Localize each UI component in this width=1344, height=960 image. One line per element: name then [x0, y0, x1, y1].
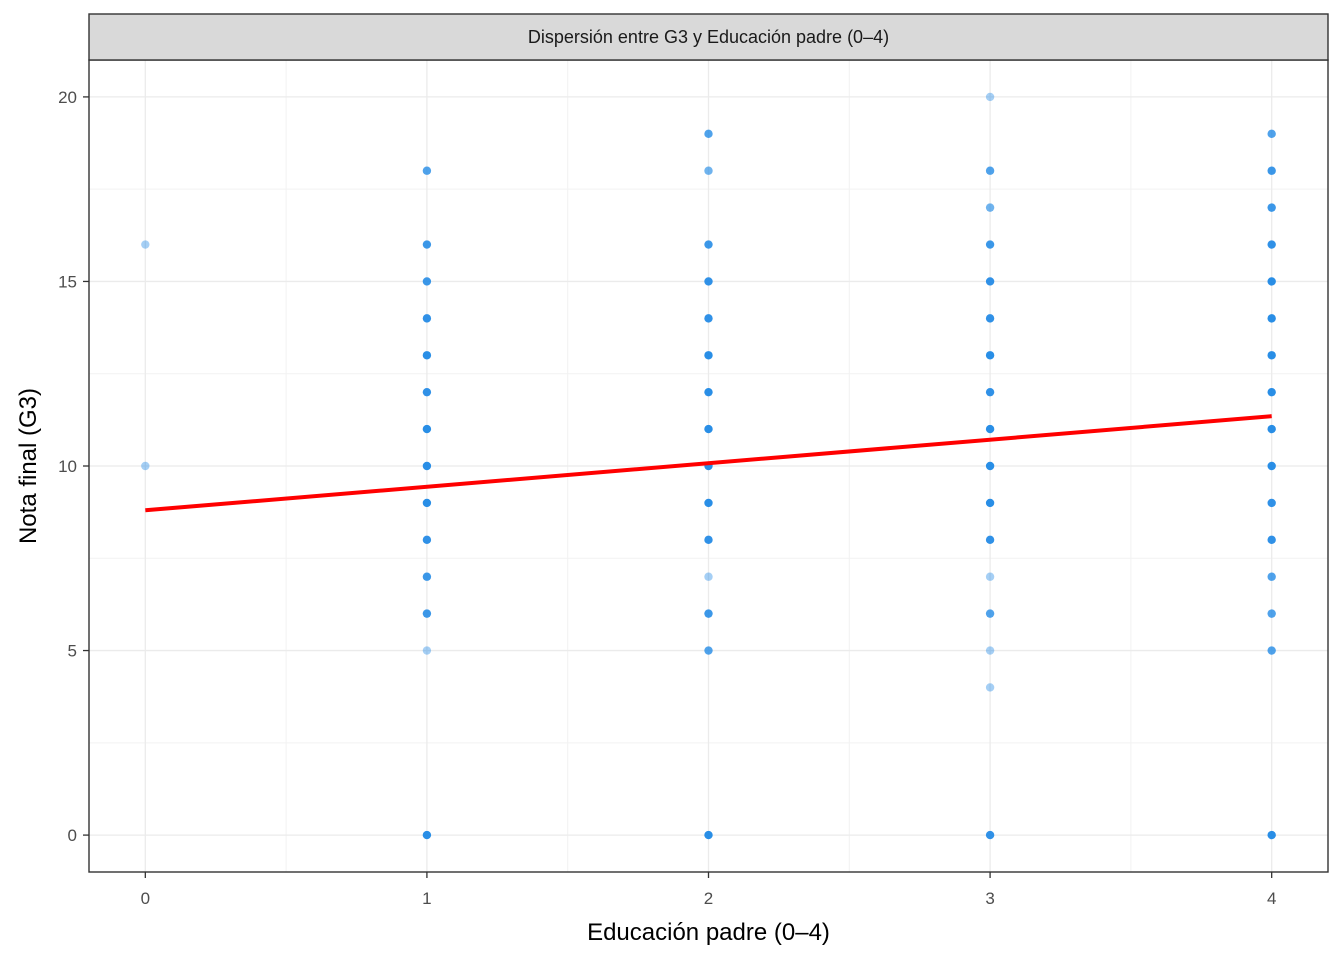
data-point: [1267, 572, 1276, 581]
data-point: [1267, 166, 1276, 175]
data-point: [422, 830, 432, 840]
data-point: [985, 92, 995, 102]
x-tick-label: 1: [422, 889, 431, 908]
y-tick-label: 5: [68, 642, 77, 661]
data-point: [704, 424, 713, 434]
data-point: [985, 646, 995, 655]
data-point: [985, 314, 995, 323]
data-point: [985, 830, 995, 840]
data-point: [141, 461, 150, 471]
data-point: [704, 277, 713, 286]
data-point: [985, 351, 995, 360]
data-point: [422, 387, 432, 397]
data-point: [704, 314, 713, 323]
data-point: [1267, 240, 1276, 249]
data-point: [704, 387, 713, 397]
y-tick-label: 10: [58, 457, 77, 476]
data-point: [1267, 461, 1276, 471]
data-point: [1267, 351, 1276, 360]
data-point: [422, 535, 432, 545]
data-point: [1267, 646, 1276, 655]
data-point: [422, 166, 432, 175]
y-tick-labels: 0 5 10 15 20: [58, 88, 77, 845]
regression-line: [145, 414, 1272, 513]
data-point: [1267, 387, 1276, 397]
data-point: [422, 572, 432, 581]
data-point: [422, 424, 432, 434]
data-point: [704, 166, 713, 175]
data-point: [1267, 830, 1276, 840]
data-point: [985, 572, 995, 581]
data-point: [985, 387, 995, 397]
data-point: [704, 129, 713, 139]
data-point: [422, 498, 432, 508]
data-point: [704, 240, 713, 249]
data-point: [985, 277, 995, 286]
data-point: [985, 203, 995, 212]
data-point: [422, 351, 432, 360]
y-tick-label: 0: [68, 826, 77, 845]
x-axis-title: Educación padre (0–4): [587, 919, 830, 946]
data-point: [985, 461, 995, 471]
x-tick-label: 3: [985, 889, 994, 908]
data-point: [1267, 203, 1276, 212]
y-tick-label: 15: [58, 272, 77, 291]
y-tick-label: 20: [58, 88, 77, 107]
data-point: [422, 314, 432, 323]
data-points: [141, 92, 1276, 840]
data-point: [1267, 535, 1276, 545]
data-point: [704, 830, 713, 840]
data-point: [704, 498, 713, 508]
data-point: [704, 646, 713, 655]
data-point: [704, 609, 713, 618]
facet-strip-background: [88, 13, 1329, 61]
data-point: [704, 535, 713, 545]
data-point: [985, 535, 995, 545]
data-point: [422, 609, 432, 618]
data-point: [422, 277, 432, 286]
axis-ticks: [83, 96, 1273, 878]
data-point: [985, 424, 995, 434]
data-point: [1267, 129, 1276, 139]
data-point: [1267, 498, 1276, 508]
y-axis-title: Nota final (G3): [15, 388, 42, 544]
data-point: [985, 166, 995, 175]
x-tick-label: 0: [141, 889, 150, 908]
data-point: [985, 498, 995, 508]
data-point: [704, 351, 713, 360]
data-point: [1267, 314, 1276, 323]
data-point: [1267, 424, 1276, 434]
regression-line-group: [145, 414, 1272, 513]
data-point: [985, 240, 995, 249]
facet-strip: Dispersión entre G3 y Educación padre (0…: [88, 13, 1329, 61]
data-point: [985, 609, 995, 618]
x-tick-label: 2: [704, 889, 713, 908]
data-point: [985, 683, 995, 692]
data-point: [1267, 609, 1276, 618]
data-point: [1267, 277, 1276, 286]
data-point: [141, 240, 150, 249]
x-tick-labels: 0 1 2 3 4: [141, 889, 1277, 908]
data-point: [704, 572, 713, 581]
facet-title: Dispersión entre G3 y Educación padre (0…: [528, 27, 889, 47]
data-point: [422, 461, 432, 471]
x-tick-label: 4: [1267, 889, 1276, 908]
data-point: [422, 646, 432, 655]
data-point: [422, 240, 432, 249]
